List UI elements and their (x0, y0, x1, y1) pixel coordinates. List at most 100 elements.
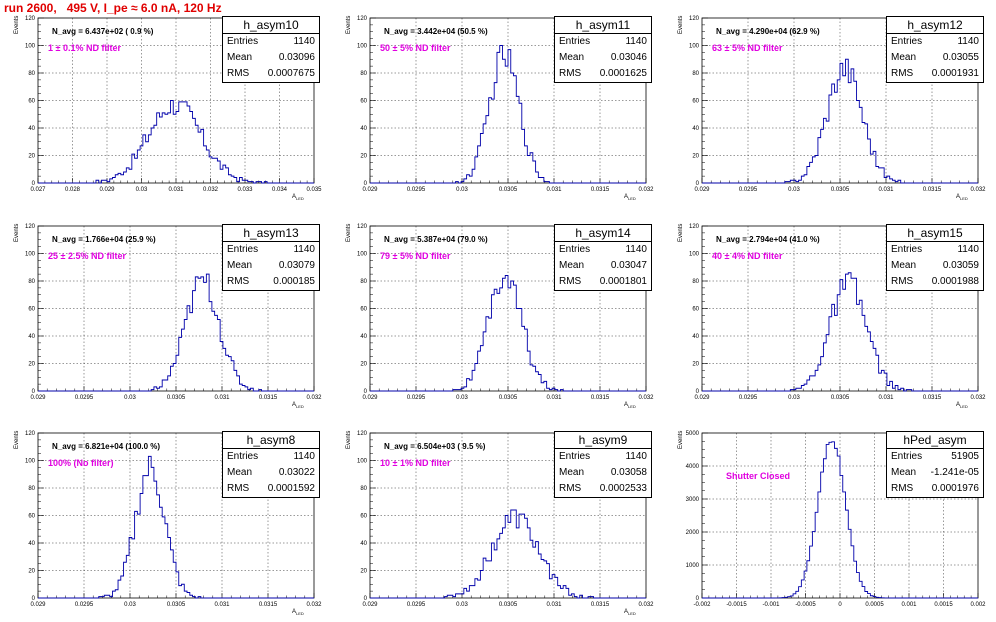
x-axis-title: ALED (956, 194, 968, 202)
stats-rms-value: 0.000185 (273, 276, 315, 287)
stats-mean-row: Mean 0.03079 (223, 258, 319, 274)
stats-rms-label: RMS (891, 68, 914, 79)
y-tick-label: 40 (28, 126, 35, 132)
stats-mean-value: 0.03058 (610, 467, 647, 478)
x-tick-label: 0.0015 (934, 602, 953, 608)
histogram-line (370, 45, 646, 184)
histogram-line (38, 273, 314, 392)
y-tick-label: 60 (360, 99, 367, 105)
histogram-panel-h_asym15: 0.029 0.0295 0.03 0.0305 0.031 0.0315 0.032 0 20… (664, 208, 996, 415)
x-tick-label: 0.031 (546, 395, 562, 401)
x-tick-label: 0.029 (30, 395, 46, 401)
histogram-canvas: 0.029 0.0295 0.03 0.0305 0.031 0.0315 0.032 0 20… (689, 224, 986, 401)
y-axis-title: Events (678, 15, 684, 34)
stats-entries-value: 1140 (293, 244, 315, 255)
stats-rms-row: RMS 0.0001988 (887, 274, 983, 290)
x-tick-label: 0.0315 (591, 602, 610, 608)
n-avg-label: N_avg = 6.437e+02 ( 0.9 %) (52, 27, 154, 36)
stats-entries-label: Entries (891, 244, 923, 255)
x-tick-label: 0.0315 (923, 187, 942, 193)
y-tick-label: 60 (692, 99, 699, 105)
stats-box-title: h_asym15 (887, 225, 983, 242)
y-tick-label: 20 (692, 362, 699, 368)
filter-label: 50 ± 5% ND filter (380, 43, 451, 53)
histogram-canvas: 0.029 0.0295 0.03 0.0305 0.031 0.0315 0.032 0 20… (357, 224, 654, 401)
x-tick-label: -0.0015 (726, 602, 747, 608)
stats-rms-row: RMS 0.0001976 (887, 481, 983, 497)
histogram-canvas: 0.029 0.0295 0.03 0.0305 0.031 0.0315 0.032 0 20… (689, 16, 986, 193)
x-tick-label: 0.03 (788, 395, 800, 401)
x-tick-label: 0.032 (306, 395, 322, 401)
stats-mean-row: Mean -1.241e-05 (887, 465, 983, 481)
y-tick-label: 80 (28, 486, 35, 492)
y-tick-label: 40 (28, 334, 35, 340)
y-tick-label: 2000 (686, 530, 700, 536)
stats-mean-label: Mean (559, 467, 585, 478)
stats-entries-value: 1140 (625, 36, 647, 47)
stats-mean-label: Mean (227, 52, 253, 63)
run-title: run 2600, 495 V, I_pe ≈ 6.0 nA, 120 Hz (4, 1, 222, 15)
stats-mean-row: Mean 0.03059 (887, 258, 983, 274)
stats-mean-row: Mean 0.03022 (223, 465, 319, 481)
filter-label: 10 ± 1% ND filter (380, 458, 451, 468)
stats-rms-label: RMS (227, 276, 250, 287)
y-axis-title: Events (346, 15, 352, 34)
stats-rms-label: RMS (559, 276, 582, 287)
n-avg-label: N_avg = 1.766e+04 (25.9 %) (52, 235, 156, 244)
stats-entries-row: Entries 1140 (887, 242, 983, 258)
histogram-line (702, 272, 978, 392)
x-axis-title: ALED (292, 194, 304, 202)
stats-rms-value: 0.0001592 (267, 483, 315, 494)
y-axis-title: Events (14, 15, 20, 34)
stats-rms-row: RMS 0.0002533 (555, 481, 651, 497)
stats-mean-value: 0.03096 (278, 52, 315, 63)
y-tick-label: 0 (364, 596, 368, 602)
y-tick-label: 60 (360, 514, 367, 520)
stats-entries-row: Entries 1140 (887, 34, 983, 50)
stats-box-title: h_asym9 (555, 432, 651, 449)
y-tick-label: 60 (28, 514, 35, 520)
histogram-panel-h_asym13: 0.029 0.0295 0.03 0.0305 0.031 0.0315 0.032 0 20… (0, 208, 332, 415)
stats-rms-label: RMS (227, 68, 250, 79)
stats-rms-value: 0.0001801 (599, 276, 647, 287)
x-tick-label: 0.032 (638, 187, 654, 193)
stats-entries-row: Entries 51905 (887, 449, 983, 465)
stats-entries-row: Entries 1140 (555, 449, 651, 465)
y-tick-label: 80 (28, 71, 35, 77)
histogram-panel-h_asym8: 0.029 0.0295 0.03 0.0305 0.031 0.0315 0.032 0 20… (0, 415, 332, 622)
x-tick-label: 0.031 (546, 187, 562, 193)
y-tick-label: 0 (32, 596, 36, 602)
histogram-panel-h_asym12: 0.029 0.0295 0.03 0.0305 0.031 0.0315 0.032 0 20… (664, 0, 996, 207)
stats-box-title: h_asym14 (555, 225, 651, 242)
stats-rms-row: RMS 0.000185 (223, 274, 319, 290)
y-tick-label: 120 (25, 431, 36, 437)
x-tick-label: 0.029 (694, 395, 710, 401)
stats-mean-label: Mean (891, 52, 917, 63)
y-tick-label: 1000 (686, 563, 700, 569)
stats-mean-label: Mean (559, 260, 585, 271)
x-tick-label: 0.0305 (167, 602, 186, 608)
y-tick-label: 0 (696, 181, 700, 187)
y-tick-label: 0 (32, 389, 36, 395)
histogram-panel-hPed_asym: -0.002 -0.0015 -0.001 -0.0005 0 0.0005 0.001 0.… (664, 415, 996, 622)
stats-rms-label: RMS (227, 483, 250, 494)
filter-label: Shutter Closed (726, 471, 791, 481)
x-tick-label: 0.031 (878, 395, 894, 401)
stats-box: h_asym8 Entries 1140 Mean 0.03022 RMS 0.000159… (222, 431, 320, 498)
histogram-line (702, 58, 978, 184)
stats-mean-row: Mean 0.03096 (223, 50, 319, 66)
stats-entries-value: 1140 (625, 451, 647, 462)
stats-rms-label: RMS (891, 483, 914, 494)
x-tick-label: -0.002 (693, 602, 711, 608)
x-tick-label: 0.002 (970, 602, 986, 608)
y-tick-label: 20 (360, 362, 367, 368)
y-axis-title: Events (346, 223, 352, 242)
x-tick-label: 0 (838, 602, 842, 608)
stats-box: h_asym14 Entries 1140 Mean 0.03047 RMS 0.00018… (554, 224, 652, 291)
stats-mean-label: Mean (227, 260, 253, 271)
x-tick-label: 0.027 (30, 187, 46, 193)
y-tick-label: 20 (360, 154, 367, 160)
y-tick-label: 20 (28, 362, 35, 368)
stats-rms-value: 0.0002533 (599, 483, 647, 494)
stats-entries-row: Entries 1140 (555, 34, 651, 50)
